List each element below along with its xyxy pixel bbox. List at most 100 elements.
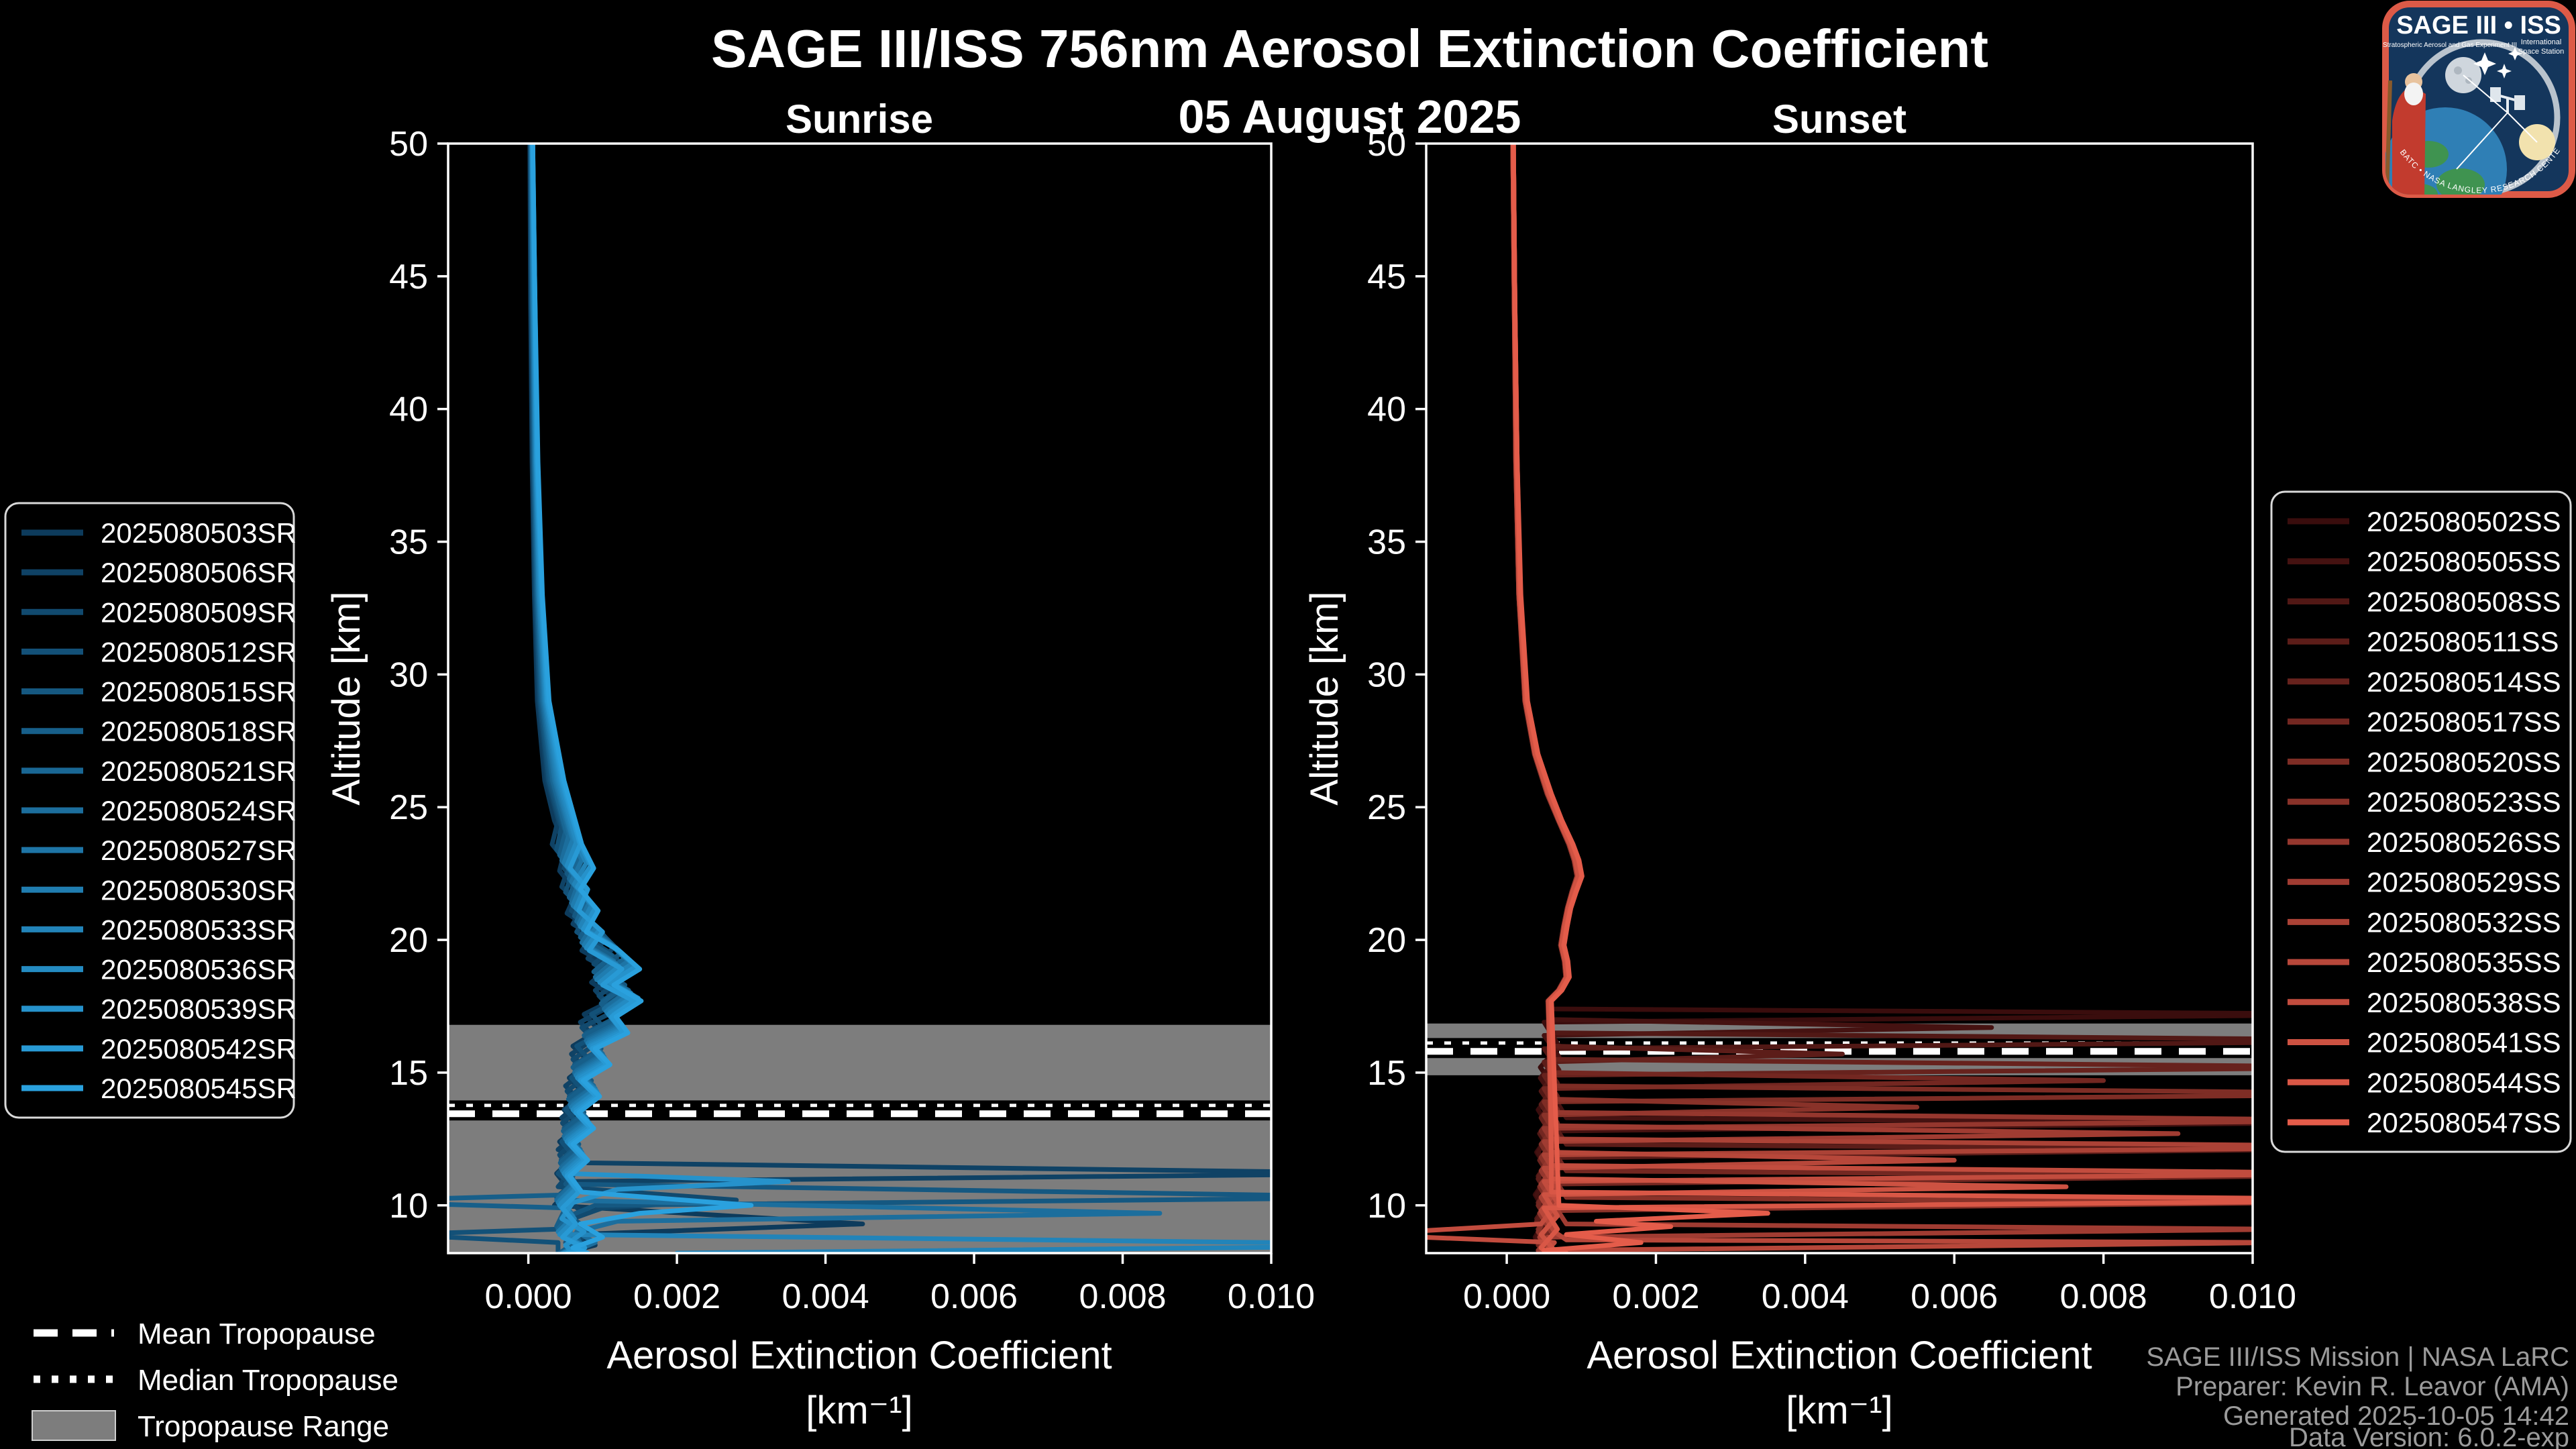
- sunset-plot-area: [1426, 144, 2253, 1253]
- star-icon: [2497, 64, 2512, 78]
- plot-frame: [1425, 142, 2254, 1254]
- tropopause-range-swatch-icon: [32, 1410, 116, 1441]
- y-tick-label: 25: [1367, 788, 1406, 827]
- sunset-panel-title: Sunset: [1772, 97, 1907, 142]
- legend-item-label: 2025080544SS: [2367, 1067, 2561, 1098]
- attribution-data-version: Data Version: 6.0.2-exp: [2289, 1423, 2569, 1449]
- x-tick-label: 0.010: [2209, 1277, 2296, 1316]
- sight-line-icon: [2507, 112, 2538, 143]
- star-icon: [2508, 47, 2522, 60]
- x-tick-label: 0.008: [1079, 1277, 1166, 1316]
- profile-line-2025080545SR: [530, 144, 754, 1253]
- legend-item-label: 2025080545SR: [101, 1073, 297, 1104]
- legend-item-label: 2025080506SR: [101, 557, 297, 588]
- y-tick-label: 45: [1367, 258, 1406, 297]
- sunset-axes: 0.000 0.002 0.004 0.006 0.008 0.010 50 45 40 35 30…: [1367, 125, 2296, 1316]
- y-tick-label: 35: [389, 523, 428, 562]
- sunrise-x-axis-label: Aerosol Extinction Coefficient: [606, 1334, 1112, 1377]
- y-tick-label: 30: [1367, 655, 1406, 694]
- mean-tropopause-label: Mean Tropopause: [138, 1318, 376, 1350]
- legend-item-label: 2025080517SS: [2367, 706, 2561, 738]
- figure-date: 05 August 2025: [1179, 91, 1521, 143]
- legend-item-label: 2025080515SR: [101, 676, 297, 708]
- y-tick-label: 15: [389, 1054, 428, 1093]
- y-tick-label: 30: [389, 655, 428, 694]
- legend-item-label: 2025080520SS: [2367, 746, 2561, 777]
- sunrise-panel: Sunrise 0.000 0.002 0.004 0.006 0.008 0.010 50…: [325, 97, 1315, 1432]
- legend-item-label: 2025080541SS: [2367, 1027, 2561, 1059]
- iss-icon: [2490, 87, 2525, 113]
- x-tick-label: 0.000: [485, 1277, 572, 1316]
- sunset-x-axis-label: Aerosol Extinction Coefficient: [1587, 1334, 2092, 1377]
- legend-item-label: 2025080505SS: [2367, 546, 2561, 578]
- legend-item-label: 2025080526SS: [2367, 826, 2561, 858]
- attribution-mission: SAGE III/ISS Mission | NASA LaRC: [2146, 1342, 2569, 1372]
- legend-item-label: 2025080539SR: [101, 994, 297, 1025]
- sage-figure-icon: [2392, 86, 2426, 195]
- legend-item-label: 2025080503SR: [101, 517, 297, 549]
- y-tick-label: 20: [389, 921, 428, 960]
- y-tick-label: 50: [1367, 125, 1406, 164]
- sunset-event-legend: 2025080502SS 2025080505SS 2025080508SS 2025…: [2270, 490, 2572, 1153]
- legend-item-label: 2025080529SS: [2367, 867, 2561, 898]
- tropopause-legend: Mean Tropopause Median Tropopause Tropop…: [32, 1318, 398, 1443]
- x-tick-label: 0.008: [2060, 1277, 2147, 1316]
- y-tick-label: 20: [1367, 921, 1406, 960]
- y-tick-label: 40: [1367, 390, 1406, 429]
- sunset-panel: Sunset 0.000 0.002 0.004 0.006 0.008 0.010 50 4…: [1303, 97, 2296, 1432]
- legend-item-label: 2025080533SR: [101, 914, 297, 945]
- legend-item-label: 2025080523SS: [2367, 786, 2561, 818]
- legend-item-label: 2025080518SR: [101, 716, 297, 747]
- plot-frame: [447, 142, 1273, 1254]
- x-tick-label: 0.000: [1463, 1277, 1550, 1316]
- figure-title: SAGE III/ISS 756nm Aerosol Extinction Co…: [711, 19, 1988, 78]
- sunset-x-axis-unit: [km⁻¹]: [1786, 1389, 1892, 1432]
- y-tick-label: 10: [389, 1187, 428, 1226]
- legend-item-label: 2025080524SR: [101, 795, 297, 826]
- x-tick-label: 0.006: [930, 1277, 1018, 1316]
- tropopause-range-label: Tropopause Range: [138, 1410, 389, 1443]
- median-tropopause-label: Median Tropopause: [138, 1364, 398, 1397]
- sage-iii-iss-logo: BATC • NASA LANGLEY RESEARCH CENTER • TA…: [2382, 1, 2575, 198]
- x-tick-label: 0.004: [1762, 1277, 1849, 1316]
- legend-item-label: 2025080536SR: [101, 954, 297, 985]
- legend-item-label: 2025080530SR: [101, 874, 297, 906]
- x-tick-label: 0.004: [782, 1277, 869, 1316]
- legend-box: [4, 502, 295, 1119]
- y-tick-label: 10: [1367, 1187, 1406, 1226]
- legend-item-label: 2025080502SS: [2367, 506, 2561, 537]
- legend-item-label: 2025080521SR: [101, 755, 297, 787]
- sunrise-plot-area: [448, 144, 1271, 1253]
- x-tick-label: 0.006: [1911, 1277, 1998, 1316]
- legend-item-label: 2025080547SS: [2367, 1107, 2561, 1138]
- star-icon: [2473, 52, 2496, 75]
- sunrise-x-axis-unit: [km⁻¹]: [806, 1389, 912, 1432]
- y-tick-label: 15: [1367, 1054, 1406, 1093]
- x-tick-label: 0.010: [1228, 1277, 1315, 1316]
- legend-item-label: 2025080542SR: [101, 1033, 297, 1065]
- legend-item-label: 2025080508SS: [2367, 586, 2561, 617]
- logo-subtitle-right-1: International: [2521, 38, 2562, 46]
- legend-item-label: 2025080538SS: [2367, 987, 2561, 1018]
- sunrise-y-axis-label: Altitude [km]: [325, 591, 368, 805]
- logo-subtitle-right-2: Space Station: [2518, 48, 2565, 56]
- legend-box: [2270, 490, 2572, 1153]
- legend-item-label: 2025080535SS: [2367, 947, 2561, 978]
- sunrise-axes: 0.000 0.002 0.004 0.006 0.008 0.010 50 45 40 35 30…: [389, 125, 1315, 1316]
- y-tick-label: 35: [1367, 523, 1406, 562]
- sunrise-panel-title: Sunrise: [786, 97, 933, 142]
- legend-item-label: 2025080509SR: [101, 596, 297, 628]
- legend-item-label: 2025080512SR: [101, 636, 297, 667]
- attribution-block: SAGE III/ISS Mission | NASA LaRC Prepare…: [2146, 1342, 2569, 1449]
- sight-line-icon: [2463, 74, 2508, 113]
- sage-beard-icon: [2404, 83, 2423, 105]
- moon-crater-icon: [2454, 66, 2462, 74]
- legend-item-label: 2025080511SS: [2367, 626, 2559, 657]
- sunrise-event-legend: 2025080503SR 2025080506SR 2025080509SR 2025…: [4, 502, 297, 1119]
- attribution-preparer: Preparer: Kevin R. Leavor (AMA): [2176, 1372, 2569, 1401]
- y-tick-label: 45: [389, 258, 428, 297]
- sage-staff-icon: [2385, 80, 2392, 195]
- sight-line-icon: [2456, 112, 2508, 170]
